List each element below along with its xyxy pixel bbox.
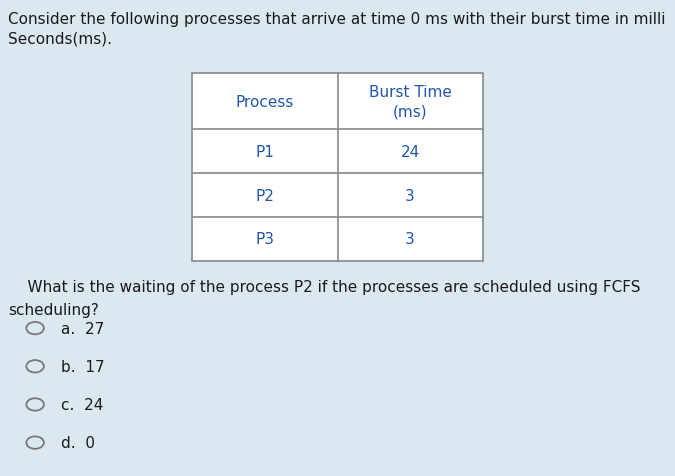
Text: P1: P1 <box>256 144 274 159</box>
Text: b.  17: b. 17 <box>61 359 105 374</box>
Text: P3: P3 <box>255 232 275 247</box>
Text: Seconds(ms).: Seconds(ms). <box>8 31 112 46</box>
Text: Process: Process <box>236 94 294 109</box>
Text: 24: 24 <box>400 144 420 159</box>
Text: d.  0: d. 0 <box>61 435 95 450</box>
Text: 3: 3 <box>405 232 415 247</box>
Bar <box>192 74 483 261</box>
Text: c.  24: c. 24 <box>61 397 103 412</box>
Text: a.  27: a. 27 <box>61 321 104 336</box>
Text: What is the waiting of the process P2 if the processes are scheduled using FCFS: What is the waiting of the process P2 if… <box>8 279 641 294</box>
Text: Burst Time
(ms): Burst Time (ms) <box>369 85 452 119</box>
Text: P2: P2 <box>256 188 274 203</box>
Text: Consider the following processes that arrive at time 0 ms with their burst time : Consider the following processes that ar… <box>8 12 666 27</box>
Text: scheduling?: scheduling? <box>8 302 99 317</box>
Text: 3: 3 <box>405 188 415 203</box>
